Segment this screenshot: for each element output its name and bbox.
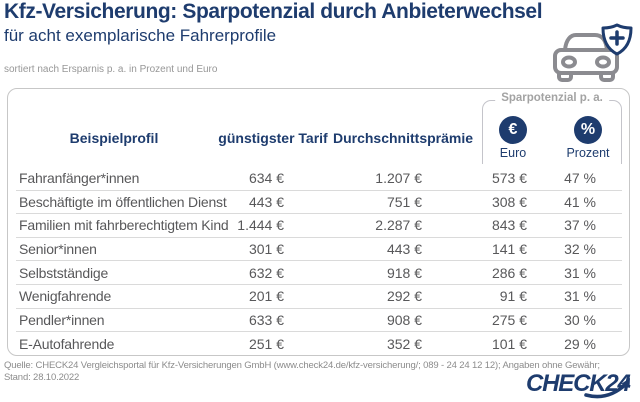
euro-column-label: Euro bbox=[499, 146, 527, 160]
saving-percent-cell: 29 % bbox=[564, 335, 596, 352]
saving-euro-cell: 573 € bbox=[491, 170, 527, 187]
average-premium-cell: 292 € bbox=[386, 288, 422, 305]
cheapest-tariff-cell: 301 € bbox=[248, 241, 284, 258]
cheapest-tariff-cell: 251 € bbox=[248, 335, 284, 352]
average-premium-cell: 908 € bbox=[386, 311, 422, 328]
profile-cell: Pendler*innen bbox=[19, 311, 105, 328]
table-row: Familien mit fahrberechtigtem Kind 1.444… bbox=[16, 214, 622, 238]
table-row: E-Autofahrende 251 € 352 € 101 € 29 % bbox=[16, 332, 622, 356]
column-header-profile: Beispielprofil bbox=[69, 130, 159, 146]
profile-cell: Beschäftigte im öffentlichen Dienst bbox=[19, 193, 227, 210]
average-premium-cell: 443 € bbox=[386, 241, 422, 258]
cheapest-tariff-cell: 201 € bbox=[248, 288, 284, 305]
table-row: Senior*innen 301 € 443 € 141 € 32 % bbox=[16, 238, 622, 262]
average-premium-cell: 352 € bbox=[386, 335, 422, 352]
saving-euro-cell: 91 € bbox=[499, 288, 527, 305]
date-line: Stand: 28.10.2022 bbox=[4, 372, 80, 383]
percent-circle-icon: % bbox=[574, 116, 602, 144]
saving-percent-cell: 32 % bbox=[564, 241, 596, 258]
average-premium-cell: 751 € bbox=[386, 193, 422, 210]
table-row: Beschäftigte im öffentlichen Dienst 443 … bbox=[16, 191, 622, 215]
cheapest-tariff-cell: 1.444 € bbox=[237, 217, 284, 234]
saving-euro-cell: 308 € bbox=[491, 193, 527, 210]
logo-swoosh bbox=[584, 382, 628, 399]
cheapest-tariff-cell: 634 € bbox=[248, 170, 284, 187]
column-header-cheapest-tariff: günstigster Tarif bbox=[218, 130, 328, 146]
page-subtitle: für acht exemplarische Fahrerprofile bbox=[4, 26, 277, 45]
saving-percent-cell: 47 % bbox=[564, 170, 596, 187]
saving-percent-cell: 37 % bbox=[564, 217, 596, 234]
average-premium-cell: 918 € bbox=[386, 264, 422, 281]
table-row: Wenigfahrende 201 € 292 € 91 € 31 % bbox=[16, 285, 622, 309]
data-table-card: Beispielprofil günstigster Tarif Durchsc… bbox=[7, 88, 630, 356]
cheapest-tariff-cell: 633 € bbox=[248, 311, 284, 328]
source-line: Quelle: CHECK24 Vergleichsportal für Kfz… bbox=[4, 360, 600, 371]
saving-percent-cell: 31 % bbox=[564, 264, 596, 281]
average-premium-cell: 1.207 € bbox=[375, 170, 422, 187]
table-row: Fahranfänger*innen 634 € 1.207 € 573 € 4… bbox=[16, 167, 622, 191]
euro-circle-icon: € bbox=[499, 116, 527, 144]
car-shield-plus-icon bbox=[551, 22, 635, 89]
profile-cell: E-Autofahrende bbox=[19, 335, 115, 352]
savings-group-label: Sparpotenzial p. a. bbox=[495, 92, 609, 104]
profile-cell: Senior*innen bbox=[19, 241, 97, 258]
profile-cell: Fahranfänger*innen bbox=[19, 170, 140, 187]
saving-euro-cell: 141 € bbox=[491, 241, 527, 258]
average-premium-cell: 2.287 € bbox=[375, 217, 422, 234]
table-row: Pendler*innen 633 € 908 € 275 € 30 % bbox=[16, 309, 622, 333]
sort-note: sortiert nach Ersparnis p. a. in Prozent… bbox=[4, 64, 218, 75]
table-row: Selbstständige 632 € 918 € 286 € 31 % bbox=[16, 261, 622, 285]
logo-arrowhead bbox=[621, 378, 630, 388]
saving-percent-cell: 41 % bbox=[564, 193, 596, 210]
check24-logo: CHECK24 bbox=[526, 369, 638, 402]
percent-column-label: Prozent bbox=[566, 146, 610, 160]
cheapest-tariff-cell: 632 € bbox=[248, 264, 284, 281]
page-title: Kfz-Versicherung: Sparpotenzial durch An… bbox=[4, 0, 543, 23]
cheapest-tariff-cell: 443 € bbox=[248, 193, 284, 210]
profile-cell: Wenigfahrende bbox=[19, 288, 112, 305]
saving-euro-cell: 286 € bbox=[491, 264, 527, 281]
saving-euro-cell: 843 € bbox=[491, 217, 527, 234]
profile-cell: Selbstständige bbox=[19, 264, 109, 281]
profile-cell: Familien mit fahrberechtigtem Kind bbox=[19, 217, 229, 234]
saving-percent-cell: 31 % bbox=[564, 288, 596, 305]
saving-percent-cell: 30 % bbox=[564, 311, 596, 328]
column-header-average-premium: Durchschnittsprämie bbox=[332, 130, 474, 146]
table-rows: Fahranfänger*innen 634 € 1.207 € 573 € 4… bbox=[16, 167, 622, 356]
saving-euro-cell: 101 € bbox=[491, 335, 527, 352]
saving-euro-cell: 275 € bbox=[491, 311, 527, 328]
savings-group-bracket: Sparpotenzial p. a. bbox=[482, 92, 622, 164]
